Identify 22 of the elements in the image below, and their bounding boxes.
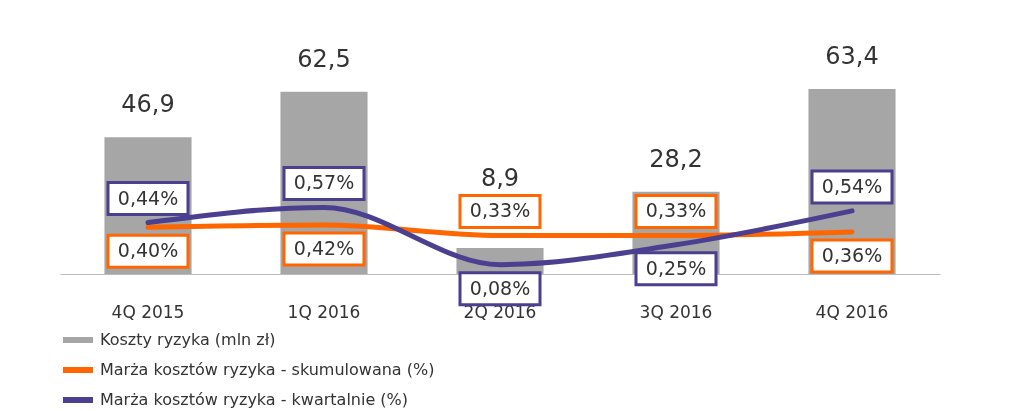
data-label: 0,44% (117, 186, 179, 209)
data-label: 0,54% (821, 174, 883, 197)
data-label: 8,9 (480, 164, 520, 193)
x-tick-label: 4Q 2015 (111, 301, 185, 322)
legend-label: Marża kosztów ryzyka - skumulowana (%) (100, 360, 435, 379)
legend-label: Marża kosztów ryzyka - kwartalnie (%) (100, 390, 409, 409)
x-tick-label: 4Q 2016 (815, 301, 889, 322)
data-label: 0,36% (821, 243, 883, 266)
data-label: 0,25% (645, 256, 707, 279)
data-label: 63,4 (825, 42, 879, 70)
data-label: 0,33% (469, 199, 531, 222)
x-tick-label: 3Q 2016 (639, 301, 713, 322)
data-label: 28,2 (649, 144, 703, 173)
data-label: 46,9 (121, 90, 175, 119)
data-label: 0,40% (117, 239, 179, 262)
data-label: 62,5 (297, 44, 351, 73)
legend-label: Koszty ryzyka (mln zł) (100, 330, 276, 349)
data-label: 0,08% (469, 276, 531, 299)
x-tick-label: 1Q 2016 (287, 301, 361, 322)
data-label: 0,57% (293, 171, 355, 194)
data-label: 0,33% (645, 199, 707, 222)
data-label: 0,42% (293, 236, 355, 259)
